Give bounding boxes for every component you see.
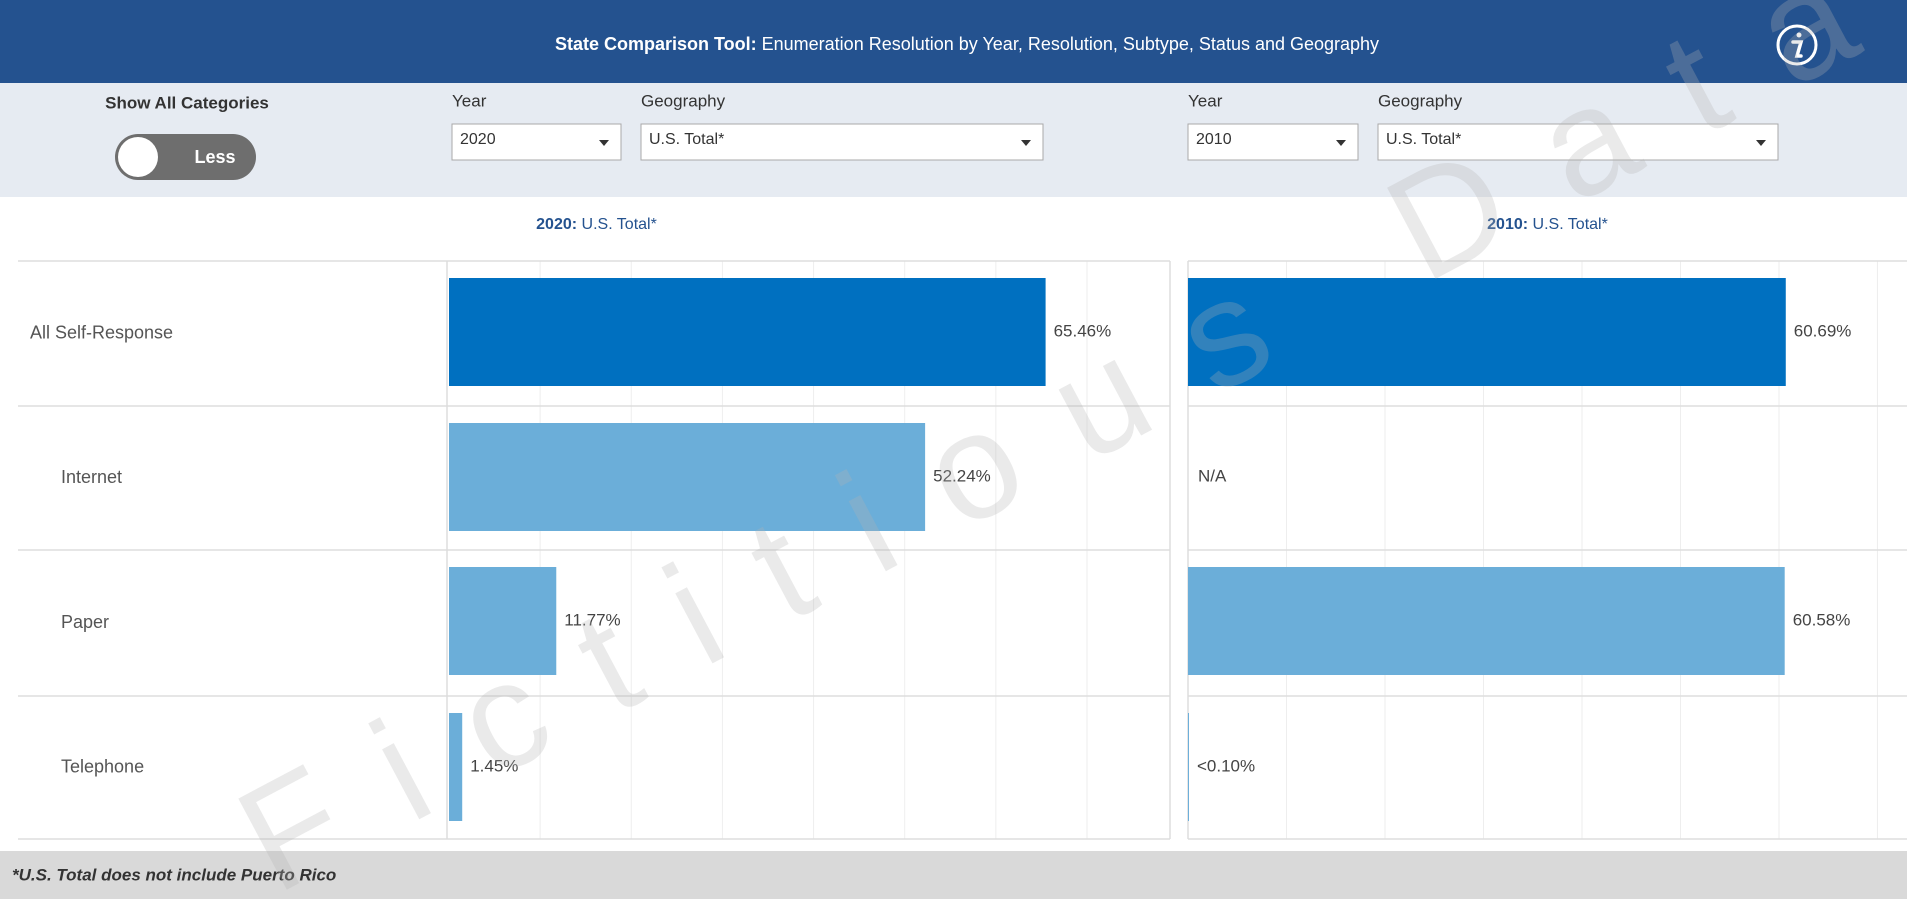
year-select-box xyxy=(1187,123,1359,161)
value-label: 60.69% xyxy=(1794,321,1852,340)
geography-select[interactable]: U.S. Total* xyxy=(640,123,1044,161)
bar xyxy=(449,423,926,531)
year-select-arrow xyxy=(1336,140,1346,146)
category-label: Internet xyxy=(61,467,122,487)
year-select-arrow xyxy=(599,140,609,146)
geography-label: Geography xyxy=(1378,91,1463,110)
info-icon[interactable] xyxy=(1776,24,1818,66)
value-label: 1.45% xyxy=(470,756,518,775)
footnote-bar xyxy=(0,851,1907,899)
bar xyxy=(1188,278,1786,386)
value-label: 60.58% xyxy=(1793,610,1851,629)
footnote: *U.S. Total does not include Puerto Rico xyxy=(12,865,336,884)
toggle-label: Show All Categories xyxy=(105,93,269,112)
geography-select[interactable]: U.S. Total* xyxy=(1377,123,1779,161)
value-label: 11.77% xyxy=(564,610,620,629)
chart-title: 2010: U.S. Total* xyxy=(1487,216,1608,233)
category-label: Paper xyxy=(61,612,109,632)
toggle-state: Less xyxy=(194,147,235,167)
year-label: Year xyxy=(1188,91,1223,110)
bar xyxy=(1188,713,1189,821)
bar xyxy=(1188,567,1785,675)
chart-title-bold: 2020: xyxy=(536,216,577,233)
year-select-box xyxy=(451,123,622,161)
geography-select-box xyxy=(640,123,1044,161)
geography-label: Geography xyxy=(641,91,726,110)
category-label: All Self-Response xyxy=(30,322,173,342)
year-select[interactable]: 2020 xyxy=(451,123,622,161)
chart-title-bold: 2010: xyxy=(1487,216,1528,233)
bar xyxy=(449,567,557,675)
value-label: 52.24% xyxy=(933,466,991,485)
bar xyxy=(449,278,1046,386)
geography-select-value: U.S. Total* xyxy=(1386,131,1461,148)
geography-select-arrow xyxy=(1756,140,1766,146)
value-label: 65.46% xyxy=(1054,321,1112,340)
toggle[interactable]: Less xyxy=(115,134,256,180)
year-select-value: 2010 xyxy=(1196,131,1232,148)
year-select[interactable]: 2010 xyxy=(1187,123,1359,161)
value-label: <0.10% xyxy=(1197,756,1255,775)
chart-title-rest: U.S. Total* xyxy=(582,216,657,233)
geography-select-arrow xyxy=(1021,140,1031,146)
header-title-bold: State Comparison Tool: xyxy=(555,34,757,54)
value-label: N/A xyxy=(1198,466,1227,485)
year-select-value: 2020 xyxy=(460,131,496,148)
year-label: Year xyxy=(452,91,487,110)
chart-title-rest: U.S. Total* xyxy=(1533,216,1608,233)
chart-title: 2020: U.S. Total* xyxy=(536,216,657,233)
geography-select-value: U.S. Total* xyxy=(649,131,724,148)
header-title: State Comparison Tool: Enumeration Resol… xyxy=(555,34,1379,54)
header-bar xyxy=(0,0,1907,83)
category-label: Telephone xyxy=(61,756,144,776)
geography-select-box xyxy=(1377,123,1779,161)
bar xyxy=(449,713,463,821)
header-title-rest: Enumeration Resolution by Year, Resoluti… xyxy=(762,34,1379,54)
